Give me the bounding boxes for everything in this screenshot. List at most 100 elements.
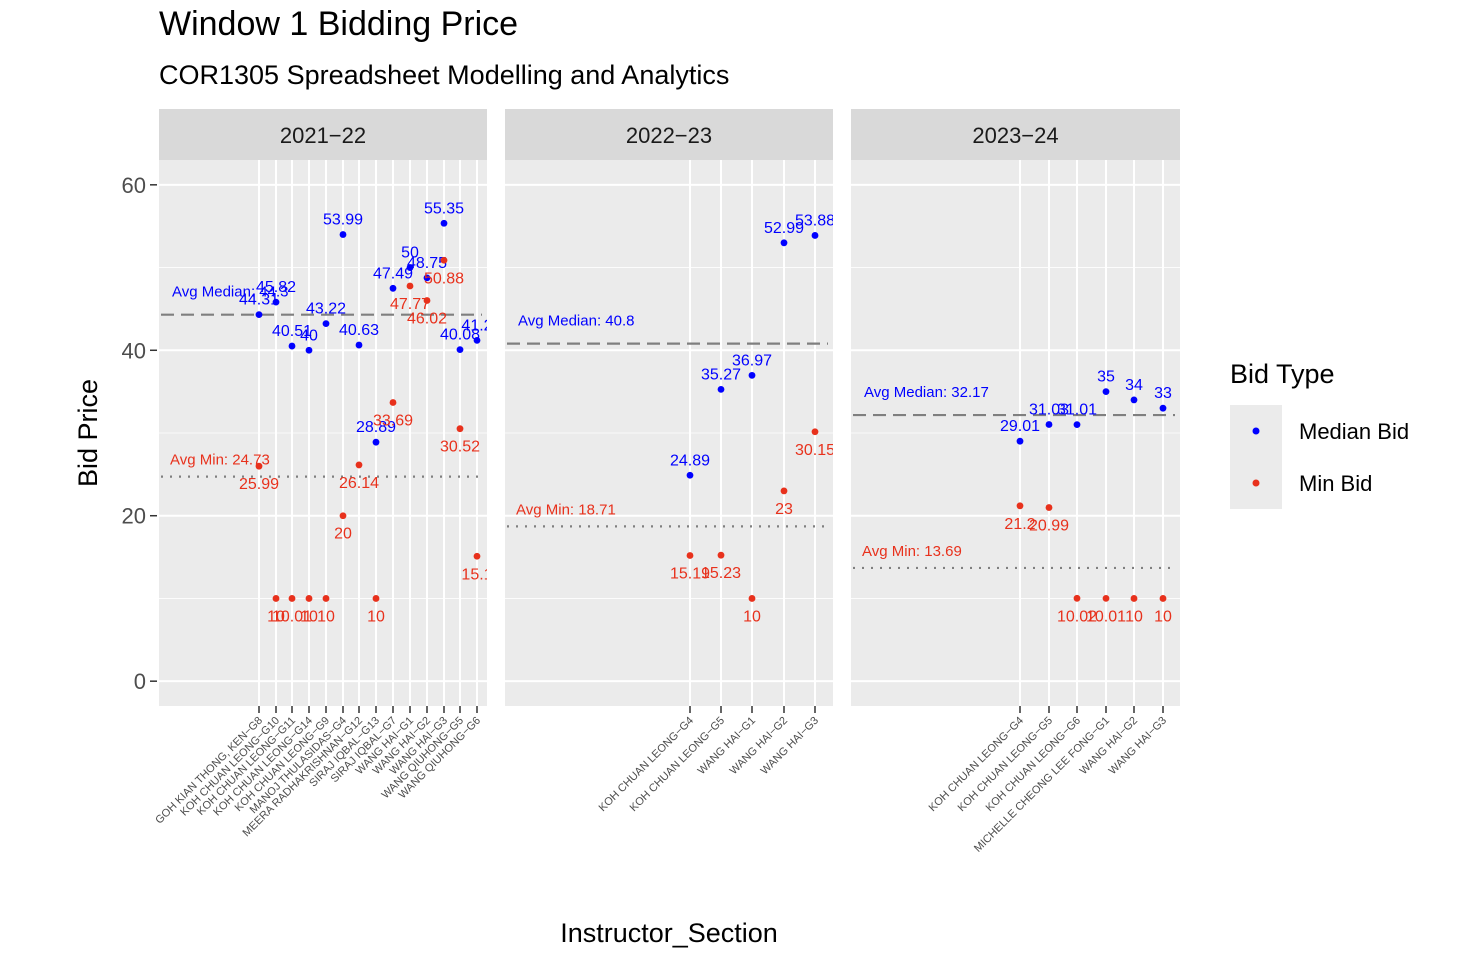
median-bid-label: 36.97 bbox=[732, 352, 772, 369]
median-bid-label: 53.88 bbox=[795, 212, 835, 229]
median-bid-label: 55.35 bbox=[424, 200, 464, 217]
median-bid-point bbox=[406, 264, 414, 271]
facet-strip bbox=[505, 109, 833, 160]
min-bid-label: 15.19 bbox=[670, 566, 710, 583]
median-bid-point bbox=[473, 336, 481, 344]
legend: Bid Type Median Bid Min Bid bbox=[1230, 359, 1409, 509]
median-bid-label: 34 bbox=[1125, 377, 1143, 394]
min-bid-label: 30.52 bbox=[440, 439, 480, 456]
panel-2: 2023−24 Avg Median: 32.17 Avg Min: 13.69 29… bbox=[851, 109, 1180, 855]
median-bid-point bbox=[255, 311, 263, 319]
median-bid-label: 33 bbox=[1154, 385, 1172, 402]
chart-title: Window 1 Bidding Price bbox=[159, 5, 518, 43]
min-bid-point bbox=[780, 487, 788, 495]
x-axis-title: Instructor_Section bbox=[560, 918, 778, 948]
median-bid-label: 31.01 bbox=[1057, 402, 1097, 419]
median-bid-point bbox=[372, 438, 380, 446]
median-bid-label: 48.75 bbox=[407, 255, 447, 272]
median-bid-point bbox=[423, 274, 431, 282]
min-bid-point bbox=[748, 595, 756, 602]
median-bid-label: 50 bbox=[401, 245, 419, 262]
median-bid-point bbox=[1073, 421, 1081, 429]
min-bid-label: 15.1 bbox=[461, 566, 492, 583]
median-bid-point bbox=[1159, 404, 1167, 412]
median-bid-point bbox=[322, 320, 330, 328]
facet-label: 2021−22 bbox=[280, 123, 366, 148]
median-bid-label: 52.99 bbox=[764, 220, 804, 237]
min-bid-point bbox=[1045, 504, 1053, 511]
min-bid-label: 21.2 bbox=[1004, 516, 1035, 533]
y-tick-label-1: 20 bbox=[122, 504, 146, 529]
legend-label-median: Median Bid bbox=[1299, 419, 1409, 444]
legend-title: Bid Type bbox=[1230, 359, 1335, 389]
min-bid-label: 10 bbox=[367, 608, 385, 625]
median-bid-point bbox=[1045, 421, 1053, 428]
median-bid-label: 40.63 bbox=[339, 322, 379, 339]
legend-swatch-median bbox=[1252, 427, 1260, 435]
median-bid-label: 31.03 bbox=[1029, 401, 1069, 418]
median-bid-point bbox=[686, 471, 694, 479]
min-bid-label: 25.99 bbox=[239, 476, 279, 493]
avg-median-label: Avg Median: 32.17 bbox=[864, 384, 989, 401]
median-bid-label: 29.01 bbox=[1000, 418, 1040, 435]
median-bid-point bbox=[305, 346, 313, 354]
min-bid-label: 10 bbox=[743, 608, 761, 625]
facet-label: 2023−24 bbox=[972, 123, 1058, 148]
median-bid-point bbox=[272, 298, 280, 306]
avg-min-label: Avg Min: 18.71 bbox=[516, 501, 616, 518]
median-bid-point bbox=[389, 284, 397, 292]
median-bid-label: 40.51 bbox=[272, 323, 312, 340]
median-bid-point bbox=[456, 346, 464, 354]
y-tick-label-0: 0 bbox=[134, 669, 146, 694]
min-bid-point bbox=[440, 256, 448, 264]
avg-median-label: Avg Median: 40.8 bbox=[518, 313, 634, 330]
panel-0: 2021−22 Avg Median: 44.3 Avg Min: 24.73 44.… bbox=[153, 109, 492, 839]
min-bid-point bbox=[423, 297, 431, 304]
min-bid-point bbox=[389, 399, 397, 406]
facet-panels: 0 20 40 60 2021−22 Avg Median: 44.3 Avg Min: 2… bbox=[122, 109, 1180, 855]
min-bid-label: 30.15 bbox=[795, 442, 835, 459]
median-bid-point bbox=[339, 231, 347, 238]
median-bid-label: 47.49 bbox=[373, 265, 413, 282]
median-bid-point bbox=[717, 386, 725, 393]
facet-strip bbox=[159, 109, 487, 160]
min-bid-label: 50.88 bbox=[424, 270, 464, 287]
median-bid-point bbox=[748, 371, 756, 379]
chart-subtitle: COR1305 Spreadsheet Modelling and Analyt… bbox=[159, 60, 729, 90]
min-bid-point bbox=[811, 428, 819, 436]
legend-swatch-min bbox=[1252, 479, 1260, 487]
min-bid-point bbox=[473, 552, 481, 560]
avg-min-label: Avg Min: 13.69 bbox=[862, 543, 962, 560]
min-bid-label: 10 bbox=[300, 608, 318, 625]
y-axis-title: Bid Price bbox=[73, 379, 103, 487]
median-bid-label: 24.89 bbox=[670, 452, 710, 469]
min-bid-point bbox=[372, 595, 380, 602]
min-bid-point bbox=[456, 425, 464, 433]
min-bid-point bbox=[322, 595, 330, 602]
min-bid-point bbox=[272, 595, 280, 602]
median-bid-label: 53.99 bbox=[323, 212, 363, 229]
median-bid-label: 35.27 bbox=[701, 366, 741, 383]
avg-median-label: Avg Median: 44.3 bbox=[172, 284, 288, 301]
median-bid-point bbox=[811, 232, 819, 239]
min-bid-point bbox=[288, 595, 296, 602]
x-tick-label: WANG HAI−G1 bbox=[696, 715, 758, 777]
min-bid-label: 10 bbox=[267, 608, 285, 625]
median-bid-label: 35 bbox=[1097, 369, 1115, 386]
median-bid-point bbox=[1016, 437, 1024, 445]
min-bid-point bbox=[255, 462, 263, 470]
median-bid-label: 41.2 bbox=[461, 317, 492, 334]
facet-strip bbox=[851, 109, 1180, 160]
median-bid-label: 40 bbox=[300, 327, 318, 344]
legend-label-min: Min Bid bbox=[1299, 471, 1372, 496]
min-bid-label: 10 bbox=[1154, 608, 1172, 625]
min-bid-label: 10.01 bbox=[272, 608, 312, 625]
min-bid-label: 10 bbox=[1125, 608, 1143, 625]
median-bid-point bbox=[288, 342, 296, 350]
min-bid-point bbox=[406, 282, 414, 290]
median-bid-label: 28.89 bbox=[356, 419, 396, 436]
y-tick-label-3: 60 bbox=[122, 173, 146, 198]
median-bid-label: 43.22 bbox=[306, 301, 346, 318]
panel-1: 2022−23 Avg Median: 40.8 Avg Min: 18.71 24.… bbox=[505, 109, 835, 814]
